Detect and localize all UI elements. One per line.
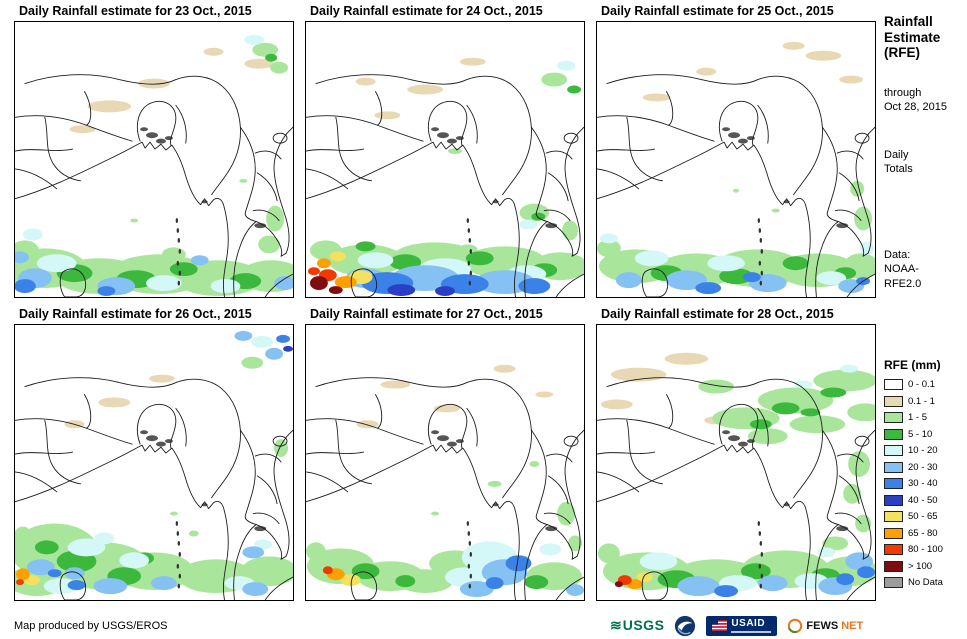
legend-row: 50 - 65 [884,511,964,522]
legend-swatch [884,412,903,423]
legend-swatch [884,445,903,456]
legend-row: 0.1 - 1 [884,395,964,407]
map-panel-23-oct: Daily Rainfall estimate for 23 Oct., 201… [14,4,296,298]
usaid-tagline-bar [731,630,772,633]
totals-label: Daily Totals [884,149,913,176]
legend: RFE (mm) 0 - 0.1 0.1 - 1 1 - 5 5 - 10 10 - 2… [884,358,964,594]
legend-label: 80 - 100 [908,544,943,555]
legend-label: 50 - 65 [908,511,938,522]
rainfall-map-27-oct [305,324,585,601]
fews-logo-text: FEWS [806,619,839,632]
legend-swatch [884,428,903,440]
legend-swatch [884,461,903,473]
map-panel-27-oct: Daily Rainfall estimate for 27 Oct., 201… [305,307,587,601]
rainfall-map-28-oct [596,324,876,601]
usgs-wave-icon: ≋ [610,617,622,633]
legend-row: 5 - 10 [884,428,964,440]
footer-logos: ≋ USGS USAID [610,614,863,637]
legend-swatch [884,544,903,555]
legend-swatch [884,527,903,539]
usgs-logo-text: USGS [622,617,665,633]
legend-label: 1 - 5 [908,412,928,423]
legend-swatch [884,395,903,407]
rainfall-map-24-oct [305,21,585,298]
rainfall-layer [598,352,875,598]
rainfall-layer [15,34,293,297]
legend-label: 10 - 20 [908,445,938,456]
panel-title: Daily Rainfall estimate for 26 Oct., 201… [19,307,252,321]
map-credit: Map produced by USGS/EROS [14,620,168,632]
panel-title: Daily Rainfall estimate for 23 Oct., 201… [19,4,252,18]
fews-net-logo: FEWS NET [787,618,863,634]
legend-label: 65 - 80 [908,527,938,539]
legend-label: 0.1 - 1 [908,395,935,407]
legend-row: 80 - 100 [884,544,964,555]
legend-label: 0 - 0.1 [908,379,935,390]
panel-title: Daily Rainfall estimate for 24 Oct., 201… [310,4,543,18]
legend-row: > 100 [884,560,964,572]
map-panel-28-oct: Daily Rainfall estimate for 28 Oct., 201… [596,307,878,601]
map-panel-25-oct: Daily Rainfall estimate for 25 Oct., 201… [596,4,878,298]
through-date: through Oct 28, 2015 [884,87,947,114]
legend-row: 1 - 5 [884,412,964,423]
legend-row: 0 - 0.1 [884,379,964,390]
map-panel-26-oct: Daily Rainfall estimate for 26 Oct., 201… [14,307,296,601]
legend-list: 0 - 0.1 0.1 - 1 1 - 5 5 - 10 10 - 20 20 - 30 3… [884,379,964,588]
rainfall-map-23-oct [14,21,294,298]
legend-swatch [884,511,903,522]
usaid-logo: USAID [706,615,778,636]
panel-title: Daily Rainfall estimate for 28 Oct., 201… [601,307,834,321]
panel-title: Daily Rainfall estimate for 25 Oct., 201… [601,4,834,18]
rainfall-layer [15,330,293,597]
footer: Map produced by USGS/EROS ≋ USGS [0,612,967,639]
legend-row: 10 - 20 [884,445,964,456]
panel-title: Daily Rainfall estimate for 27 Oct., 201… [310,307,543,321]
legend-title: RFE (mm) [884,358,941,372]
legend-swatch [884,478,903,489]
rainfall-layer [307,57,584,297]
net-logo-text: NET [841,619,864,632]
rainfall-layer [306,364,584,598]
usaid-flag-icon [712,620,728,631]
fews-globe-icon [788,618,803,633]
legend-label: 30 - 40 [908,478,938,489]
rainfall-map-26-oct [14,324,294,601]
legend-row: 30 - 40 [884,478,964,489]
legend-row: 40 - 50 [884,494,964,506]
legend-label: 20 - 30 [908,461,938,473]
legend-label: No Data [908,577,943,588]
map-panel-24-oct: Daily Rainfall estimate for 24 Oct., 201… [305,4,587,298]
legend-swatch [884,560,903,572]
rainfall-map-25-oct [596,21,876,298]
legend-label: 5 - 10 [908,428,933,440]
legend-row: 20 - 30 [884,461,964,473]
noaa-logo-icon [675,615,696,636]
data-source-label: Data: NOAA- RFE2.0 [884,249,922,290]
legend-label: 40 - 50 [908,494,938,506]
legend-row: 65 - 80 [884,527,964,539]
legend-swatch [884,379,903,390]
report-title: Rainfall Estimate (RFE) [884,14,941,61]
rainfall-layer [597,41,875,295]
legend-swatch [884,494,903,506]
usaid-logo-text: USAID [731,617,766,629]
sidebar: Rainfall Estimate (RFE) through Oct 28, … [884,0,964,612]
legend-swatch [884,577,903,588]
usgs-logo: ≋ USGS [610,617,664,634]
legend-label: > 100 [908,560,933,572]
legend-row: No Data [884,577,964,588]
